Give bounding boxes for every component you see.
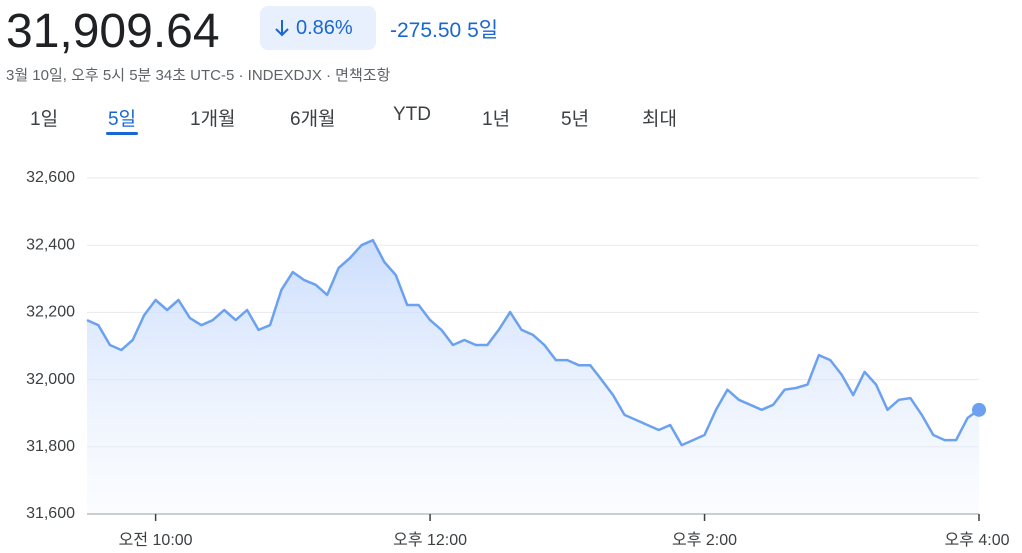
x-tick-label: 오후 12:00 bbox=[393, 531, 467, 549]
change: -275.50 5일 bbox=[390, 14, 498, 44]
y-tick-label: 31,600 bbox=[26, 505, 75, 522]
y-tick-label: 32,000 bbox=[26, 371, 75, 388]
range-tab[interactable]: 6개월 bbox=[290, 109, 336, 130]
range-tab[interactable]: YTD bbox=[393, 104, 431, 125]
x-tick-label: 오전 10:00 bbox=[119, 531, 193, 549]
range-tab[interactable]: 1개월 bbox=[190, 109, 236, 130]
price: 31,909.64 bbox=[6, 5, 220, 58]
range-tab[interactable]: 1일 bbox=[30, 109, 59, 130]
subtitle: 3월 10일, 오후 5시 5분 34초 UTC-5 · INDEXDJX · … bbox=[6, 67, 391, 84]
change-percent: 0.86% bbox=[296, 17, 353, 39]
area-fill bbox=[87, 240, 979, 514]
range-tab[interactable]: 5일 bbox=[105, 104, 139, 135]
y-tick-label: 31,800 bbox=[26, 438, 75, 455]
range-tab[interactable]: 5년 bbox=[561, 109, 590, 130]
price-line bbox=[86, 238, 980, 447]
change-chip: 0.86% bbox=[260, 6, 376, 50]
period: 5일 bbox=[467, 19, 499, 42]
down-arrow bbox=[275, 20, 289, 37]
range-tab[interactable]: 1년 bbox=[482, 109, 511, 130]
y-tick-label: 32,400 bbox=[26, 236, 75, 253]
last-point bbox=[972, 402, 986, 417]
change-value: -275.50 bbox=[390, 19, 462, 42]
y-tick-label: 32,600 bbox=[26, 169, 75, 186]
y-tick-label: 32,200 bbox=[26, 304, 75, 321]
range-tab[interactable]: 최대 bbox=[642, 109, 677, 130]
x-tick-label: 오후 4:00 bbox=[944, 531, 1009, 549]
x-tick-label: 오후 2:00 bbox=[672, 531, 737, 549]
